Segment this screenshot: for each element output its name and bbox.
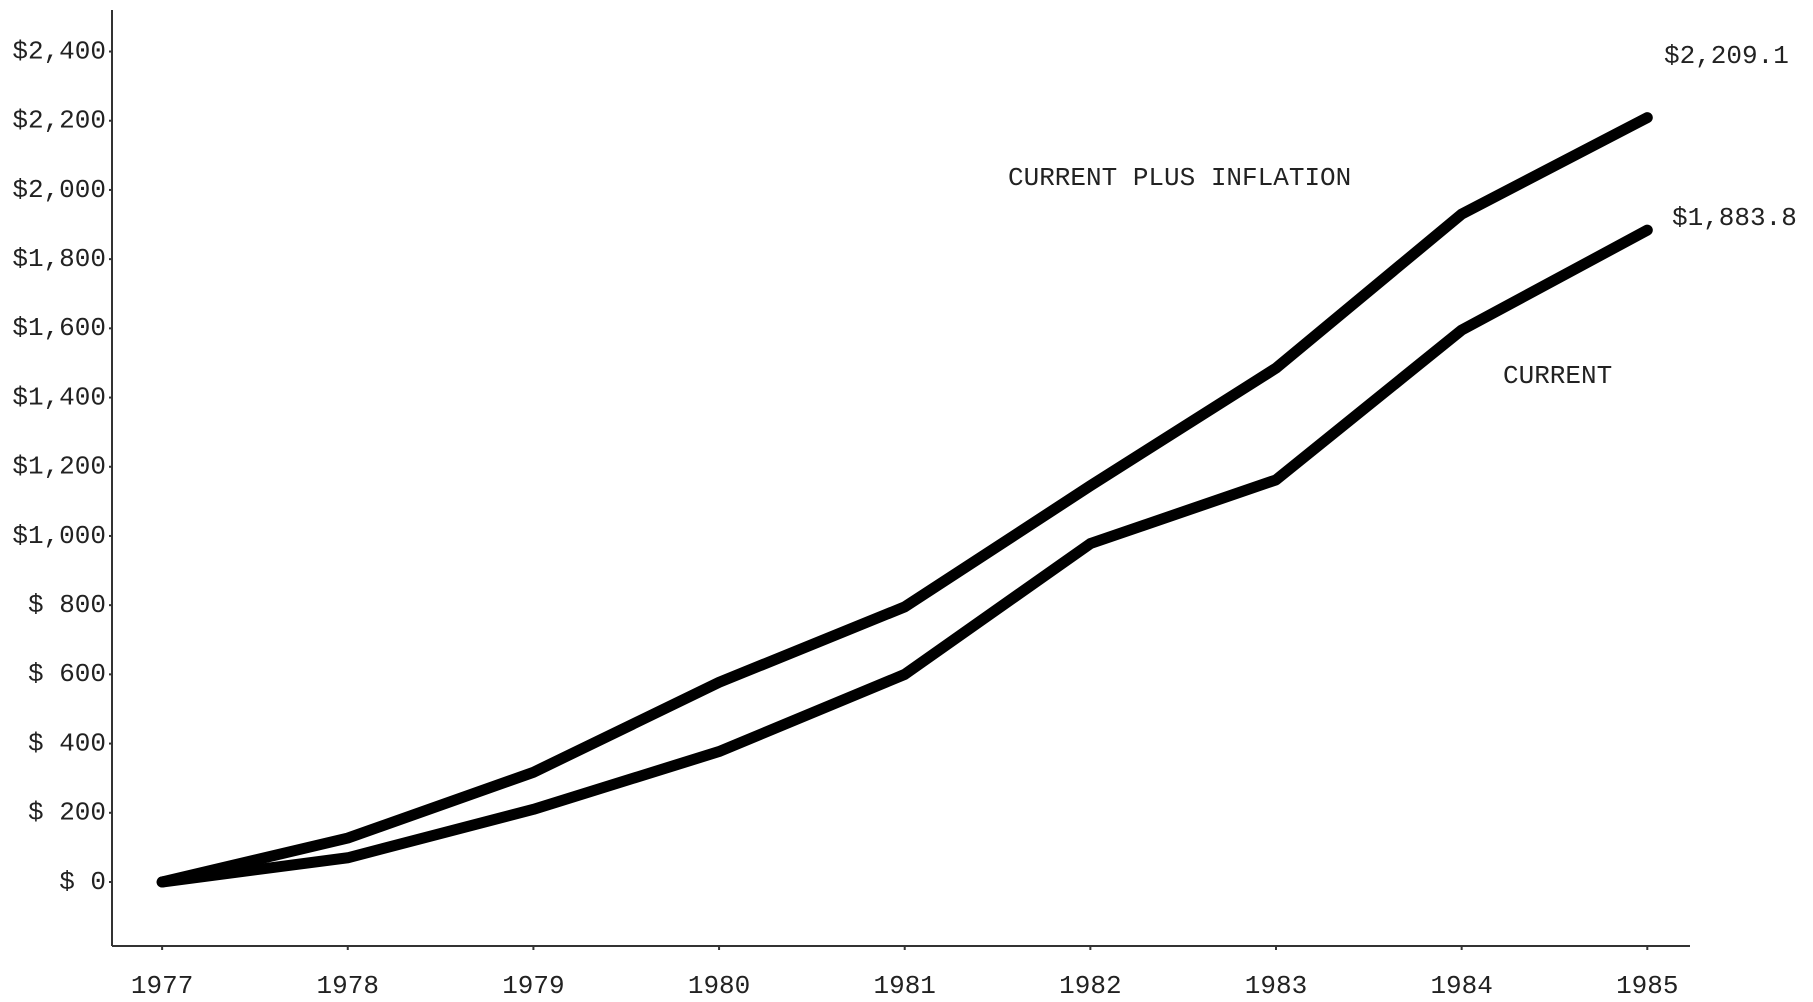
end-value-label: $1,883.8 bbox=[1672, 203, 1797, 233]
y-tick-label: $1,000 bbox=[12, 521, 106, 551]
x-tick-label: 1982 bbox=[1059, 971, 1121, 1001]
end-value-label: $2,209.1 bbox=[1664, 41, 1789, 71]
x-tick-label: 1978 bbox=[317, 971, 379, 1001]
y-tick-label: $2,200 bbox=[12, 106, 106, 136]
x-tick-label: 1985 bbox=[1616, 971, 1678, 1001]
x-tick-label: 1977 bbox=[131, 971, 193, 1001]
y-tick-label: $1,600 bbox=[12, 313, 106, 343]
y-tick-label: $ 0 bbox=[59, 867, 106, 897]
x-tick-label: 1983 bbox=[1245, 971, 1307, 1001]
x-tick-label: 1981 bbox=[874, 971, 936, 1001]
y-tick-label: $1,200 bbox=[12, 452, 106, 482]
y-tick-label: $1,800 bbox=[12, 244, 106, 274]
y-tick-label: $ 600 bbox=[28, 659, 106, 689]
series-label: CURRENT PLUS INFLATION bbox=[1008, 163, 1351, 193]
y-tick-label: $ 200 bbox=[28, 798, 106, 828]
line bbox=[156, 112, 1653, 888]
x-tick-label: 1979 bbox=[502, 971, 564, 1001]
series-label: CURRENT bbox=[1503, 361, 1612, 391]
line bbox=[156, 224, 1653, 888]
y-tick-label: $ 400 bbox=[28, 728, 106, 758]
y-tick-label: $2,400 bbox=[12, 36, 106, 66]
x-tick-label: 1984 bbox=[1430, 971, 1492, 1001]
y-tick-label: $ 800 bbox=[28, 590, 106, 620]
y-tick-label: $1,400 bbox=[12, 382, 106, 412]
y-tick-label: $2,000 bbox=[12, 175, 106, 205]
x-tick-label: 1980 bbox=[688, 971, 750, 1001]
